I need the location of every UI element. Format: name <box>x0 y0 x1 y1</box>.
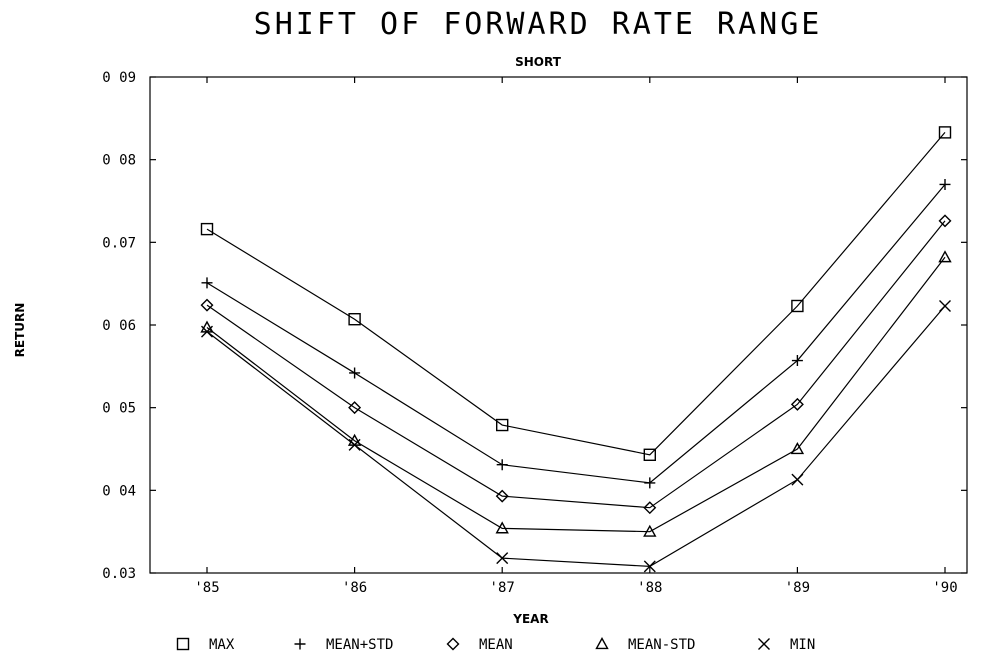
series-line <box>206 256 946 533</box>
y-tick-label: 0 08 <box>102 153 136 169</box>
plot-frame <box>149 76 968 574</box>
x-axis-label: YEAR <box>512 612 548 626</box>
legend-item: MEAN-STD <box>595 637 695 653</box>
y-tick-label: 0 04 <box>102 483 136 499</box>
legend-marker <box>176 637 190 651</box>
data-point <box>348 438 361 451</box>
x-tick-label: '88 <box>637 580 662 596</box>
legend-item: MEAN+STD <box>294 637 393 653</box>
series-line <box>206 184 946 484</box>
series-line <box>206 305 946 567</box>
y-axis: 0.03 0 04 0 05 0 06 0.07 0 08 0 09 <box>102 70 967 582</box>
data-point <box>791 355 803 367</box>
data-point <box>939 299 951 312</box>
legend-item: MEAN <box>446 637 513 653</box>
data-point <box>200 298 214 312</box>
series-group <box>200 126 952 573</box>
data-point <box>938 250 952 263</box>
legend-item: MIN <box>758 637 815 653</box>
data-point <box>495 489 509 503</box>
series-line <box>206 131 946 456</box>
legend-marker <box>595 637 609 650</box>
x-tick-label: '85 <box>194 580 219 596</box>
data-point <box>348 313 361 326</box>
legend-marker <box>446 637 460 651</box>
legend-label: MEAN <box>479 637 513 653</box>
y-tick-label: 0.07 <box>102 235 136 251</box>
chart-subtitle: SHORT <box>515 55 562 69</box>
series-line <box>206 220 946 509</box>
y-tick-label: 0.03 <box>102 566 136 582</box>
series-min <box>201 299 951 573</box>
data-point <box>644 477 656 489</box>
x-tick-label: '89 <box>785 580 810 596</box>
data-point <box>201 277 213 289</box>
series-max <box>200 126 952 461</box>
y-tick-label: 0 09 <box>102 70 136 86</box>
legend-label: MEAN-STD <box>628 637 695 653</box>
legend-marker <box>758 638 770 650</box>
data-point <box>939 178 951 190</box>
y-axis-label: RETURN <box>13 303 27 358</box>
legend-item: MAX <box>176 637 235 653</box>
data-point <box>791 299 804 313</box>
data-point <box>643 501 657 515</box>
data-point <box>348 401 362 415</box>
data-point <box>643 448 656 461</box>
series-mean <box>200 214 952 515</box>
data-point <box>201 325 213 338</box>
data-point <box>790 442 805 455</box>
data-point <box>200 222 214 236</box>
legend: MAX MEAN+STD MEAN MEAN-STD MIN <box>176 637 815 653</box>
data-point <box>938 126 952 139</box>
legend-label: MIN <box>790 637 815 653</box>
data-point <box>496 552 509 565</box>
data-point <box>643 560 656 573</box>
legend-marker <box>294 638 306 650</box>
x-axis: '85 '86 '87 '88 '89 '90 <box>194 77 958 596</box>
y-tick-label: 0 05 <box>102 401 136 417</box>
legend-label: MAX <box>209 637 235 653</box>
data-point <box>938 214 952 228</box>
x-tick-label: '86 <box>342 580 367 596</box>
y-tick-label: 0 06 <box>102 318 136 334</box>
chart-title: SHIFT OF FORWARD RATE RANGE <box>254 7 823 42</box>
legend-label: MEAN+STD <box>326 637 393 653</box>
data-point <box>643 524 657 537</box>
data-point <box>349 367 361 379</box>
series-mean-std <box>201 178 951 489</box>
data-point <box>495 521 509 534</box>
data-point <box>496 459 508 471</box>
data-point <box>790 397 804 411</box>
x-tick-label: '87 <box>490 580 515 596</box>
x-tick-label: '90 <box>932 580 957 596</box>
data-point <box>791 473 804 486</box>
data-point <box>496 418 509 432</box>
